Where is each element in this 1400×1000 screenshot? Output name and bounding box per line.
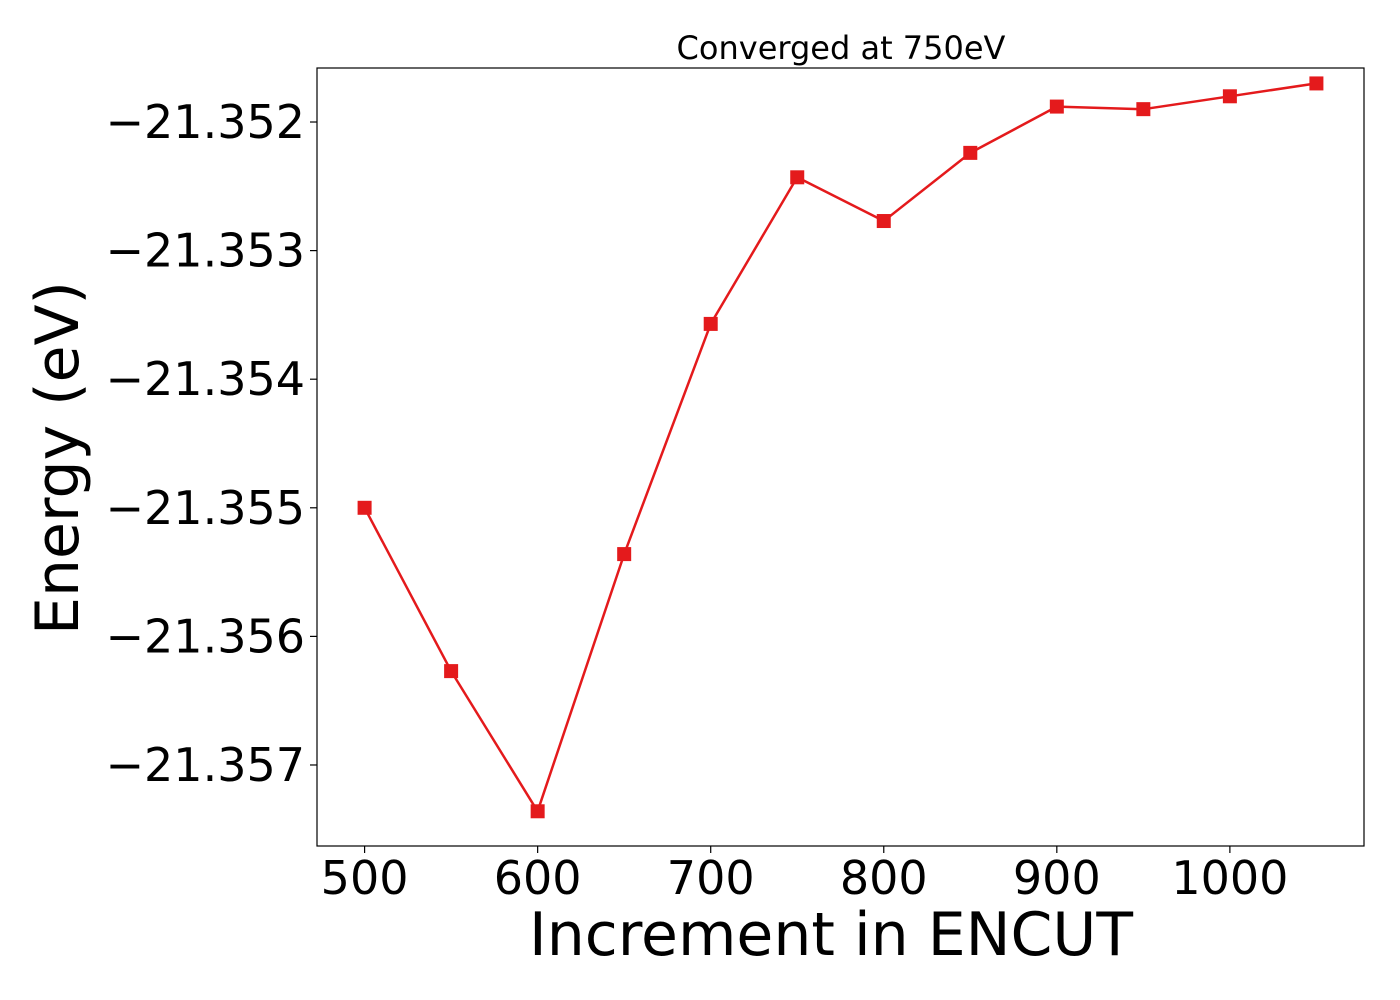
x-tick-label: 800: [840, 851, 928, 905]
data-point-marker: [444, 664, 459, 679]
data-point-marker: [617, 547, 632, 562]
y-axis-ticks: −21.352 −21.353 −21.354 −21.355 −21.356 −21.3…: [106, 95, 317, 792]
x-tick-label: 900: [1013, 851, 1101, 905]
data-point-marker: [1309, 76, 1324, 91]
series-line: [363, 82, 1317, 813]
x-tick-label: 500: [321, 851, 409, 905]
data-point-marker: [963, 145, 978, 160]
chart-title: Converged at 750eV: [677, 29, 1006, 67]
y-tick-label: −21.353: [106, 224, 306, 278]
data-point-marker: [1049, 99, 1064, 114]
y-tick-label: −21.357: [106, 738, 306, 792]
x-axis-ticks: 500 600 700 800 900 1000: [321, 846, 1288, 905]
plot-frame: [316, 67, 1365, 847]
x-tick-label: 700: [667, 851, 755, 905]
plot-area: 500 600 700 800 900 1000 −21.352−21.353−21.35…: [106, 67, 1365, 905]
y-tick-label: −21.355: [106, 481, 306, 535]
data-point-marker: [357, 500, 372, 515]
data-point-marker: [876, 214, 891, 229]
x-tick-label: 600: [494, 851, 582, 905]
series-layer: [357, 76, 1324, 819]
data-point-marker: [530, 804, 545, 819]
y-tick-label: −21.356: [106, 609, 306, 663]
data-point-marker: [1136, 102, 1151, 117]
y-tick-label: −21.352: [106, 95, 306, 149]
data-point-marker: [1222, 89, 1237, 104]
data-point-marker: [790, 170, 805, 185]
data-point-marker: [703, 316, 718, 331]
y-tick-label: −21.354: [106, 352, 306, 406]
x-tick-label: 1000: [1171, 851, 1288, 905]
x-axis-label: Increment in ENCUT: [529, 900, 1133, 970]
y-axis-label: Energy (eV): [23, 281, 93, 635]
